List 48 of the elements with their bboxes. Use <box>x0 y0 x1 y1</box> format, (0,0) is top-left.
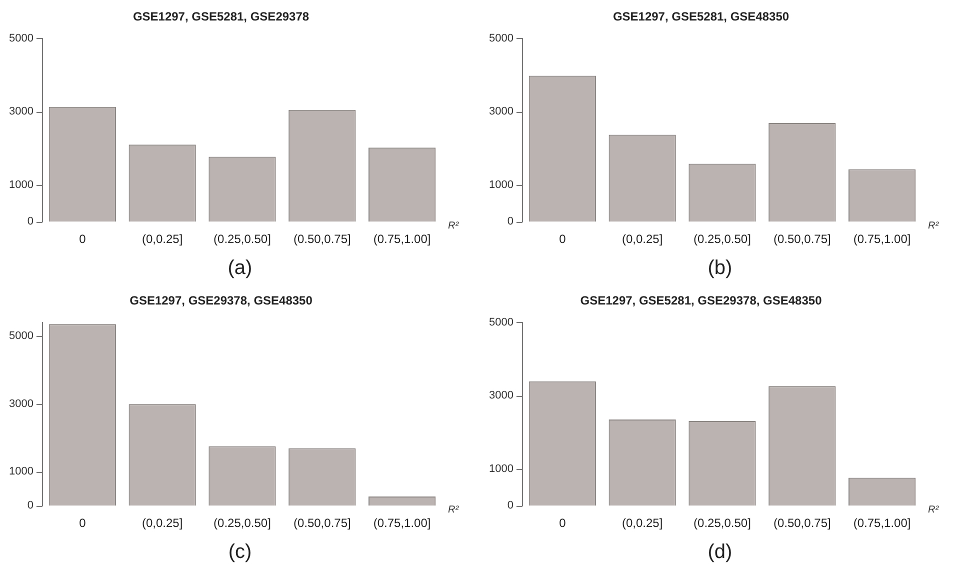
y-tick-label: 1000 <box>488 178 514 191</box>
y-tick-label: 5000 <box>488 316 514 328</box>
x-tick-label: (0,0.25] <box>622 516 663 530</box>
x-tick-label: (0.75,1.00] <box>373 516 431 530</box>
y-tick-label: 1000 <box>8 178 34 191</box>
y-tick-label: 5000 <box>8 330 34 342</box>
x-tick-label: (0.50,0.75] <box>773 232 831 246</box>
x-tick-label: (0.75,1.00] <box>373 232 431 246</box>
x-tick-label: 0 <box>79 232 86 246</box>
y-tick-label: 0 <box>507 216 514 228</box>
chart-title: GSE1297, GSE5281, GSE29378, GSE48350 <box>580 294 822 308</box>
y-tick-label: 3000 <box>488 106 514 118</box>
y-tick-label: 0 <box>27 216 34 228</box>
x-tick-label: (0,0.25] <box>142 516 183 530</box>
y-tick-label: 3000 <box>8 398 34 410</box>
x-tick-label: 0 <box>559 232 566 246</box>
x-axis-title: R² <box>448 504 460 516</box>
y-tick-label: 3000 <box>488 390 514 402</box>
y-tick-label: 0 <box>27 500 34 512</box>
y-tick-label: 1000 <box>8 466 34 478</box>
x-axis-title: R² <box>928 220 940 232</box>
x-tick-label: (0.50,0.75] <box>293 232 351 246</box>
chart-title: GSE1297, GSE29378, GSE48350 <box>130 294 313 308</box>
x-tick-label: (0,0.25] <box>142 232 183 246</box>
text: (a) <box>226 257 254 280</box>
x-tick-label: (0.50,0.75] <box>773 516 831 530</box>
x-tick-label: (0.75,1.00] <box>853 516 911 530</box>
text: (c) <box>227 541 253 564</box>
x-tick-label: (0.25,0.50] <box>694 516 751 530</box>
x-tick-label: (0.25,0.50] <box>214 232 271 246</box>
x-tick-label: (0.50,0.75] <box>293 516 351 530</box>
x-tick-label: 0 <box>79 516 86 530</box>
x-axis-title: R² <box>928 504 940 516</box>
x-axis-title: R² <box>448 220 460 232</box>
x-tick-label: (0.25,0.50] <box>214 516 271 530</box>
text: (b) <box>706 257 734 280</box>
x-tick-label: (0,0.25] <box>622 232 663 246</box>
y-tick-label: 5000 <box>488 32 514 44</box>
x-tick-label: (0.75,1.00] <box>853 232 911 246</box>
text: (d) <box>706 541 734 564</box>
chart-title: GSE1297, GSE5281, GSE29378 <box>132 10 310 24</box>
y-tick-label: 1000 <box>488 462 514 475</box>
y-tick-label: 0 <box>507 500 514 512</box>
x-tick-label: (0.25,0.50] <box>694 232 751 246</box>
x-tick-label: 0 <box>559 516 566 530</box>
y-tick-label: 3000 <box>8 106 34 118</box>
chart-title: GSE1297, GSE5281, GSE48350 <box>612 10 790 24</box>
y-tick-label: 5000 <box>8 32 34 44</box>
